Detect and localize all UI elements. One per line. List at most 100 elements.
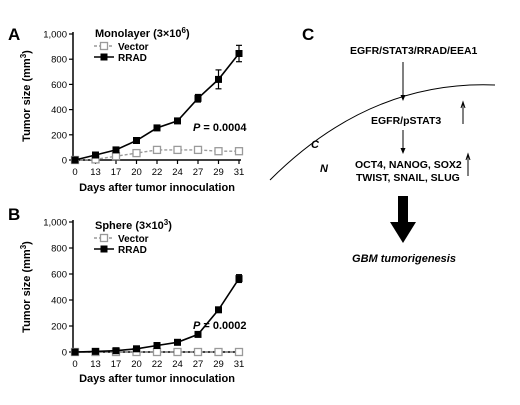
nuclear-membrane-curve	[269, 84, 496, 181]
chart-a-legend-rrad-label: RRAD	[118, 53, 147, 64]
up-arrow-2-head	[465, 152, 471, 161]
big-arrow-head	[390, 222, 416, 243]
chart-b-y-tick-label-3: 600	[51, 270, 67, 281]
up-arrow-1-head	[460, 100, 466, 109]
chart-a-legend-vector-marker	[99, 41, 109, 51]
chart-a-y-tick-label-4: 800	[51, 55, 67, 66]
chart-b-series-rrad-point-4	[153, 342, 161, 349]
gene-list-line-2: TWIST, SNAIL, SLUG	[356, 172, 460, 184]
chart-b-series-vector-point-7	[214, 347, 223, 357]
complex-text: EGFR/STAT3/RRAD/EEA1	[350, 45, 478, 57]
chart-a-legend-title: Monolayer (3×106)	[95, 26, 190, 40]
chart-b-series-vector-point-5	[173, 347, 182, 357]
chart-b-series-vector-point-4	[152, 347, 162, 357]
chart-b-legend-rrad-label: RRAD	[118, 245, 147, 256]
chart-a-series-rrad-point-0	[71, 156, 79, 164]
nucleus-label: N	[320, 163, 329, 175]
chart-a-series-rrad-point-6	[194, 94, 202, 102]
panel-letter-b: B	[8, 205, 20, 224]
chart-a-legend-rrad: RRAD	[94, 53, 147, 64]
panel-letter-c: C	[302, 25, 314, 44]
chart-b-series-rrad-point-0	[71, 348, 79, 356]
chart-a-series-rrad-point-4	[153, 124, 161, 132]
chart-b-series-vector-point-8	[234, 347, 244, 357]
chart-a-x-tick-label-1: 13	[90, 167, 101, 178]
chart-a-series-rrad-point-3	[133, 137, 140, 144]
chart-b-series-rrad-point-6	[194, 330, 202, 338]
chart-a-series-rrad-point-1	[92, 151, 99, 159]
chart-a-legend-vector: Vector	[94, 41, 149, 53]
chart-b: 0 200 400 600 800 1,000 0 13 17 20 22 24 27 29 31 Tum…	[19, 218, 247, 386]
chart-a-series-vector-point-3	[132, 148, 141, 158]
chart-b-x-tick-label-2: 17	[111, 359, 122, 370]
chart-a-x-tick-label-7: 29	[213, 167, 224, 178]
chart-b-x-tick-label-6: 27	[193, 359, 204, 370]
chart-a-y-tick-label-5: 1,000	[43, 30, 67, 41]
chart-b-legend-vector-label: Vector	[118, 234, 149, 245]
chart-a-series-vector-point-5	[173, 145, 182, 155]
chart-b-series	[70, 274, 244, 357]
chart-b-y-label: Tumor size (mm3)	[19, 241, 33, 333]
chart-a-x-tick-label-6: 27	[193, 167, 204, 178]
chart-a-series-vector-point-7	[214, 147, 223, 156]
chart-b-series-rrad-point-7	[215, 306, 222, 314]
chart-b-y-tick-label-4: 800	[51, 244, 67, 255]
big-arrow-shaft	[398, 196, 408, 224]
arrow-2-head	[400, 148, 406, 154]
chart-b-y-tick-label-2: 400	[51, 296, 67, 307]
chart-b-series-rrad-point-8	[235, 275, 243, 283]
chart-a-series-rrad-point-8	[235, 50, 243, 57]
chart-b-x-tick-label-7: 29	[213, 359, 224, 370]
chart-a-legend-rrad-marker	[100, 53, 108, 61]
chart-a-series-rrad-point-5	[174, 117, 181, 125]
chart-a-y-tick-label-3: 600	[51, 80, 67, 91]
chart-b-legend-rrad: RRAD	[94, 245, 147, 256]
chart-b-y-tick-label-5: 1,000	[43, 218, 67, 229]
chart-b-series-rrad-line	[74, 278, 240, 353]
chart-a-y-tick-label-2: 400	[51, 105, 67, 116]
chart-a-x-tick-label-4: 22	[152, 167, 163, 178]
panel-letter-a: A	[8, 25, 20, 44]
chart-a-x-label: Days after tumor innoculation	[79, 182, 235, 194]
chart-b-p-value: P = 0.0002	[193, 320, 247, 332]
chart-a-series-rrad-line	[74, 53, 240, 161]
chart-a-p-value: P = 0.0004	[193, 122, 247, 134]
arrow-1-head	[400, 95, 406, 101]
chart-b-legend-vector: Vector	[94, 233, 149, 245]
chart-a-series-vector-point-8	[234, 147, 244, 156]
chart-a-y-ticks: 0 200 400 600 800 1,000	[43, 30, 73, 167]
chart-b-x-tick-label-8: 31	[234, 359, 245, 370]
chart-b-series-rrad-point-5	[174, 338, 181, 346]
chart-a-series-rrad-point-7	[215, 75, 222, 83]
chart-a-y-tick-label-0: 0	[62, 156, 67, 167]
chart-a-series-vector-point-4	[152, 145, 162, 155]
chart-a-series-vector-point-2	[111, 152, 121, 161]
chart-a: 0 200 400 600 800 1,000 0 13 17 20 22 24 27 29 31 Tum…	[19, 26, 247, 194]
chart-b-x-tick-label-1: 13	[90, 359, 101, 370]
cytoplasm-label: C	[311, 139, 320, 151]
chart-a-series-rrad-point-2	[112, 146, 120, 154]
chart-a-x-ticks: 0 13 17 20 22 24 27 29 31	[72, 160, 244, 178]
chart-b-series-rrad-point-1	[92, 347, 99, 355]
chart-b-y-tick-label-0: 0	[62, 348, 67, 359]
egfr-pstat3-text: EGFR/pSTAT3	[371, 115, 441, 127]
chart-b-x-tick-label-0: 0	[72, 359, 77, 370]
chart-b-series-rrad-point-2	[112, 347, 120, 355]
chart-b-series-rrad-point-3	[133, 345, 140, 353]
chart-a-series	[70, 44, 244, 165]
chart-b-legend-rrad-marker	[100, 245, 108, 253]
chart-a-y-label: Tumor size (mm3)	[19, 50, 33, 142]
chart-b-x-tick-label-3: 20	[131, 359, 142, 370]
gene-list-line-1: OCT4, NANOG, SOX2	[355, 159, 462, 171]
chart-a-x-tick-label-0: 0	[72, 167, 77, 178]
chart-b-series-vector-point-6	[193, 347, 203, 357]
chart-a-x-tick-label-5: 24	[172, 167, 183, 178]
outcome-text: GBM tumorigenesis	[352, 253, 456, 265]
chart-a-series-vector-point-6	[193, 145, 203, 155]
chart-a-x-tick-label-2: 17	[111, 167, 122, 178]
chart-b-legend-title: Sphere (3×103)	[95, 218, 172, 232]
chart-a-legend-vector-label: Vector	[118, 42, 149, 53]
chart-a-y-tick-label-1: 200	[51, 130, 67, 141]
